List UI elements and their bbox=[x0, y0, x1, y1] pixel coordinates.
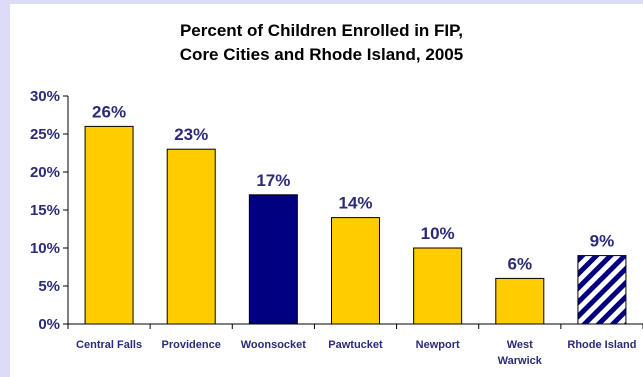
bar bbox=[248, 194, 298, 325]
bar bbox=[331, 217, 380, 325]
y-tick-label: 25% bbox=[30, 126, 60, 143]
y-tick-label: 10% bbox=[30, 240, 60, 257]
y-tick-label: 5% bbox=[38, 278, 60, 295]
category-label: Rhode Island bbox=[567, 339, 636, 351]
data-labels: 26% 23% 17% 14% 10% 6% 9% bbox=[92, 102, 614, 273]
data-label: 17% bbox=[256, 171, 290, 190]
bar bbox=[577, 255, 627, 325]
data-label: 10% bbox=[421, 224, 455, 243]
category-label: Central Falls bbox=[76, 339, 142, 351]
y-tick-label: 0% bbox=[38, 316, 60, 333]
category-label: Pawtucket bbox=[328, 339, 383, 351]
x-axis bbox=[67, 323, 643, 329]
bar bbox=[166, 148, 216, 325]
y-tick-label: 30% bbox=[30, 88, 60, 105]
chart-title-line-1: Percent of Children Enrolled in FIP, bbox=[179, 21, 464, 40]
data-label: 9% bbox=[590, 232, 615, 251]
bar bbox=[495, 277, 545, 325]
category-label: West bbox=[507, 339, 533, 351]
bar bbox=[413, 247, 463, 325]
y-tick-label: 20% bbox=[30, 164, 60, 181]
chart-title-line-2: Core Cities and Rhode Island, 2005 bbox=[179, 45, 464, 64]
y-axis: 0% 5% 10% 15% 20% 25% 30% bbox=[30, 88, 69, 333]
category-label: Providence bbox=[162, 339, 221, 351]
category-label: Newport bbox=[416, 339, 460, 351]
y-tick-label: 15% bbox=[30, 202, 60, 219]
data-label: 26% bbox=[92, 102, 126, 121]
category-labels: Central Falls Providence Woonsocket Pawtuck… bbox=[76, 339, 636, 367]
data-label: 23% bbox=[174, 125, 208, 144]
bars bbox=[84, 125, 627, 325]
bar bbox=[84, 125, 134, 325]
category-label: Woonsocket bbox=[241, 339, 307, 351]
data-label: 14% bbox=[338, 194, 372, 213]
category-label: Warwick bbox=[498, 355, 543, 367]
data-label: 6% bbox=[507, 254, 532, 273]
